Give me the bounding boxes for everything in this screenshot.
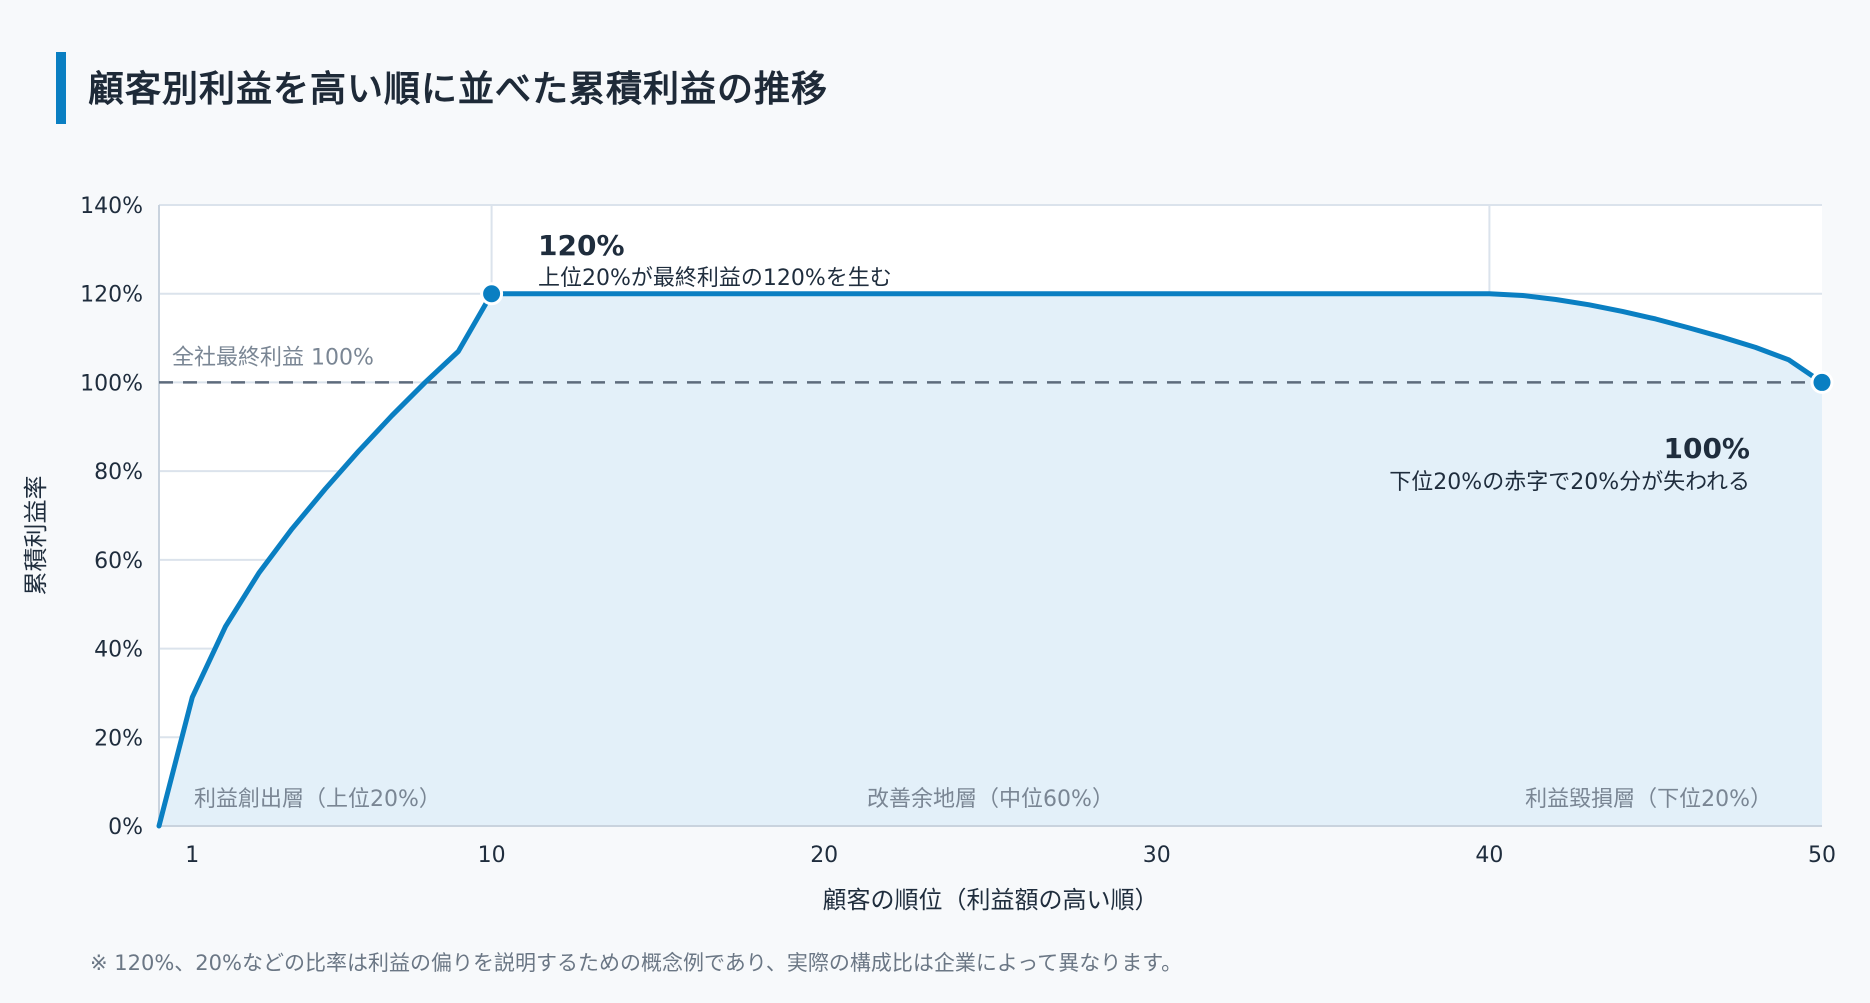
y-tick-label: 80% (94, 460, 143, 485)
region-label-bottom: 利益毀損層（下位20%） (1525, 787, 1772, 812)
x-tick-label: 20 (810, 843, 838, 868)
x-tick-label: 10 (478, 843, 506, 868)
y-tick-label: 60% (94, 549, 143, 574)
reference-line-label: 全社最終利益 100% (172, 345, 374, 370)
y-tick-label: 120% (80, 283, 143, 308)
y-tick-label: 140% (80, 194, 143, 219)
highlight-point (1810, 370, 1834, 394)
annotation-value-top: 120% (538, 229, 625, 262)
annotation-text-bottom: 下位20%の赤字で20%分が失われる (1389, 470, 1750, 495)
y-tick-label: 0% (108, 815, 143, 840)
x-tick-label: 40 (1475, 843, 1503, 868)
x-tick-label: 30 (1143, 843, 1171, 868)
y-tick-label: 100% (80, 371, 143, 396)
x-axis-title: 顧客の順位（利益額の高い順） (823, 886, 1159, 914)
x-tick-label: 1 (185, 843, 199, 868)
y-tick-label: 20% (94, 726, 143, 751)
y-tick-label: 40% (94, 638, 143, 663)
x-tick-label: 50 (1808, 843, 1836, 868)
region-label-top: 利益創出層（上位20%） (194, 787, 441, 812)
title-accent-bar (56, 52, 66, 124)
annotation-text-top: 上位20%が最終利益の120%を生む (538, 266, 892, 291)
highlight-point (480, 282, 504, 306)
annotation-value-bottom: 100% (1663, 432, 1750, 465)
page-title: 顧客別利益を高い順に並べた累積利益の推移 (88, 69, 829, 110)
footnote: ※ 120%、20%などの比率は利益の偏りを説明するための概念例であり、実際の構… (90, 951, 1183, 975)
cumulative-profit-line (156, 291, 1825, 829)
area-fill (159, 293, 1822, 826)
region-label-middle: 改善余地層（中位60%） (867, 787, 1114, 812)
y-axis-title: 累積利益率 (22, 476, 50, 596)
